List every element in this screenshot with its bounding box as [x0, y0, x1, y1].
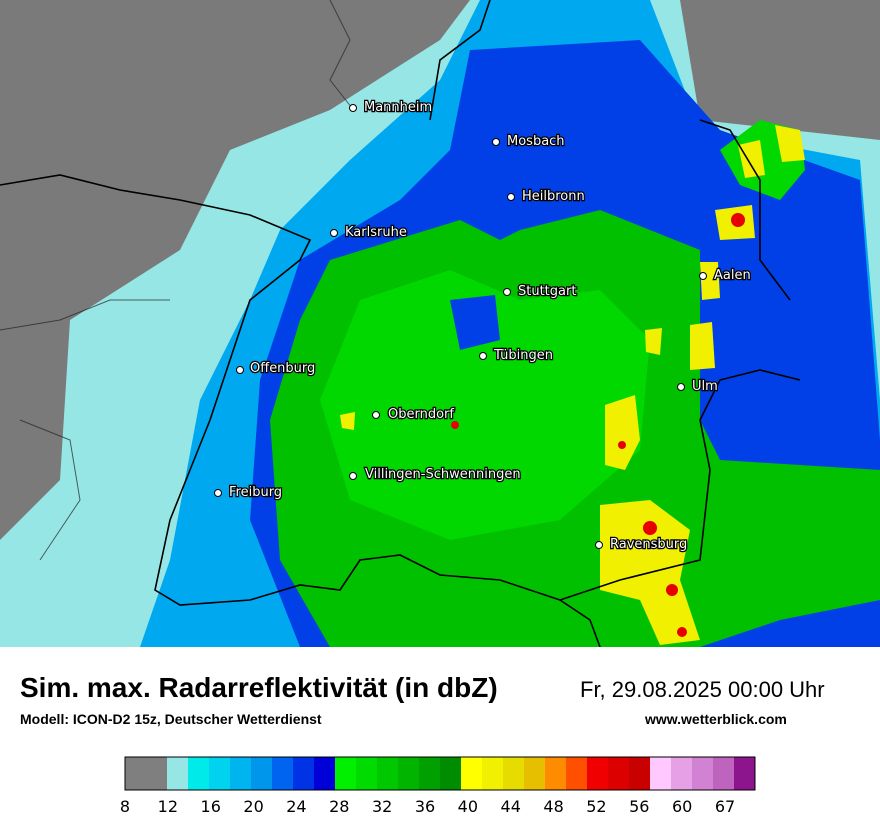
city-label: Aalen [714, 268, 751, 283]
city: Ulm [677, 378, 719, 395]
city: Mosbach [492, 133, 566, 150]
tick-label: 20 [243, 797, 263, 816]
color-swatch [566, 757, 587, 790]
color-swatch [356, 757, 377, 790]
color-swatch [146, 757, 167, 790]
city: Oberndorf [372, 406, 456, 423]
tick-label: 28 [329, 797, 349, 816]
tick-label: 36 [415, 797, 435, 816]
color-swatch [650, 757, 671, 790]
city-label: Ravensburg [610, 537, 687, 552]
color-swatch [629, 757, 650, 790]
datetime: Fr, 29.08.2025 00:00 Uhr [580, 677, 825, 702]
city: Heilbronn [507, 188, 586, 205]
city-label: Tübingen [493, 348, 553, 363]
radar-area [450, 295, 500, 350]
color-swatch [713, 757, 734, 790]
color-swatch [734, 757, 755, 790]
color-swatch [419, 757, 440, 790]
color-swatch [272, 757, 293, 790]
tick-label: 8 [120, 797, 130, 816]
color-swatch [671, 757, 692, 790]
tick-label: 40 [458, 797, 478, 816]
regions [0, 0, 353, 561]
city: Mannheim [349, 99, 433, 116]
color-swatch [692, 757, 713, 790]
tick-label: 48 [543, 797, 563, 816]
city-label: Mosbach [507, 134, 565, 149]
city-label: Offenburg [250, 361, 315, 376]
color-swatch [503, 757, 524, 790]
radar-cores [451, 213, 745, 637]
city-label: Villingen-Schwenningen [365, 467, 521, 482]
website[interactable]: www.wetterblick.com [645, 711, 787, 727]
color-swatch [167, 757, 188, 790]
color-swatch [587, 757, 608, 790]
tick-label: 52 [586, 797, 606, 816]
city-label: Karlsruhe [345, 225, 407, 240]
borders [0, 0, 801, 647]
radar-area [320, 270, 650, 540]
color-swatch [461, 757, 482, 790]
city: Karlsruhe [330, 224, 408, 241]
tick-label: 32 [372, 797, 392, 816]
map: Mannheim Mosbach Heilbronn Karlsruhe Stu… [0, 0, 880, 647]
color-swatch [125, 757, 146, 790]
color-swatch [335, 757, 356, 790]
subtitle: Modell: ICON-D2 15z, Deutscher Wetterdie… [20, 711, 322, 727]
city-label: Stuttgart [518, 284, 576, 299]
title: Sim. max. Radarreflektivität (in dbZ) [20, 672, 498, 703]
tick-label: 60 [672, 797, 692, 816]
tick-label: 16 [201, 797, 221, 816]
city-label: Ulm [692, 379, 718, 394]
tick-label: 24 [286, 797, 306, 816]
color-swatch [482, 757, 503, 790]
city-label: Mannheim [364, 100, 432, 115]
city: Ravensburg [595, 536, 689, 553]
tick-label: 67 [715, 797, 735, 816]
color-swatch [545, 757, 566, 790]
color-swatch [209, 757, 230, 790]
color-swatch [230, 757, 251, 790]
colorbar-frame [124, 756, 756, 791]
city: Offenburg [236, 360, 317, 377]
city: Villingen-Schwenningen [349, 466, 522, 483]
color-swatch [251, 757, 272, 790]
tick-label: 56 [629, 797, 649, 816]
city: Tübingen [479, 347, 554, 364]
cities: Mannheim Mosbach Heilbronn Karlsruhe Stu… [214, 99, 752, 553]
tick-label: 44 [501, 797, 521, 816]
color-swatch [377, 757, 398, 790]
city-label: Oberndorf [388, 407, 454, 422]
color-swatch [524, 757, 545, 790]
tick-label: 12 [158, 797, 178, 816]
colorbar: 8 12 16 20 24 28 32 36 40 44 48 52 56 60 67 [120, 756, 756, 816]
city-label: Freiburg [229, 485, 282, 500]
color-swatch [398, 757, 419, 790]
color-swatch [293, 757, 314, 790]
city: Freiburg [214, 484, 283, 501]
color-swatch [314, 757, 335, 790]
city: Aalen [699, 267, 752, 284]
city-label: Heilbronn [522, 189, 585, 204]
color-swatch [440, 757, 461, 790]
city: Stuttgart [503, 283, 578, 300]
color-swatch [608, 757, 629, 790]
color-swatch [188, 757, 209, 790]
